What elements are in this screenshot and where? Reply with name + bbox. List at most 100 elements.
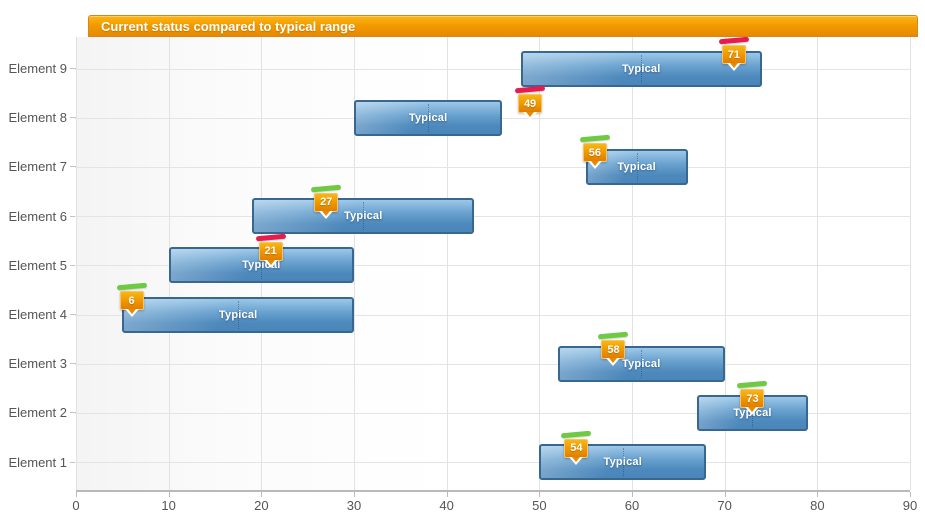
y-axis-tick (70, 68, 76, 70)
x-axis-tick-label: 30 (346, 498, 362, 513)
marker-pointer-inner-icon (572, 456, 581, 462)
row-center-gridline (75, 363, 910, 365)
x-axis-tick-label: 0 (72, 498, 80, 513)
x-axis-tick-label: 70 (717, 498, 732, 513)
y-axis-label: Element 6 (8, 208, 67, 224)
x-axis-tick (261, 492, 263, 497)
y-axis-tick (70, 363, 76, 365)
typical-range-bar[interactable]: Typical (252, 198, 475, 235)
marker-value-text: 58 (607, 343, 620, 356)
marker-value-text: 54 (570, 442, 583, 455)
typical-range-label: Typical (408, 111, 448, 124)
marker-value-badge[interactable]: 71 (721, 45, 746, 64)
marker-pointer-inner-icon (526, 112, 535, 118)
chart-row: Typical 21 (75, 233, 910, 290)
typical-range-bar[interactable]: Typical (585, 148, 688, 185)
row-center-gridline (75, 216, 910, 218)
marker-value-text: 21 (264, 245, 277, 258)
marker-value-badge[interactable]: 49 (518, 94, 543, 114)
plot-area: Typical 71 Typical 49 Typical 56 Typical 27 Typi… (75, 36, 911, 492)
y-axis-label: Element 9 (8, 61, 67, 77)
vertical-gridline (817, 37, 819, 490)
range-midpoint-dotted-line (622, 448, 624, 477)
vertical-gridline (910, 37, 911, 490)
typical-range-bar[interactable]: Typical (353, 99, 503, 136)
typical-range-bar[interactable]: Typical (557, 345, 725, 382)
x-axis-tick (168, 492, 170, 497)
range-midpoint-dotted-line (641, 54, 643, 83)
row-center-gridline (75, 265, 910, 267)
chart-row: Typical 6 (75, 282, 910, 339)
x-axis-tick-label: 40 (439, 498, 454, 513)
marker-status-line-green-icon (737, 381, 768, 389)
y-axis-label-row: Element 5 (0, 241, 76, 290)
y-axis-label: Element 2 (8, 405, 67, 421)
y-axis-label-row: Element 6 (0, 192, 76, 241)
vertical-gridline (76, 37, 77, 490)
y-axis-tick (70, 412, 76, 414)
chart-row: Typical 27 (75, 184, 910, 241)
marker-status-line-red-icon (718, 36, 750, 45)
y-axis-tick (70, 117, 76, 119)
typical-range-label: Typical (617, 160, 656, 173)
marker-value-text: 56 (588, 146, 602, 159)
y-axis-tick (70, 166, 76, 168)
chart-title: Current status compared to typical range (101, 18, 356, 34)
y-axis-label-row: Element 1 (0, 438, 76, 487)
x-axis-tick (539, 492, 541, 497)
row-center-gridline (75, 68, 910, 70)
range-midpoint-dotted-line (363, 202, 365, 231)
chart-row: Typical 56 (75, 135, 910, 191)
y-axis-tick (70, 461, 76, 463)
vertical-gridline (724, 37, 726, 490)
marker-value-badge[interactable]: 58 (601, 340, 626, 360)
y-axis-label: Element 7 (8, 159, 67, 175)
y-axis-label-row: Element 8 (0, 93, 76, 142)
marker-pointer-inner-icon (729, 63, 738, 68)
x-axis-tick (631, 492, 633, 497)
row-center-gridline (75, 314, 910, 316)
typical-range-label: Typical (603, 456, 642, 469)
marker-value-badge[interactable]: 73 (740, 389, 765, 409)
typical-range-label: Typical (344, 210, 383, 223)
marker-value-text: 73 (746, 392, 759, 405)
x-axis-tick (353, 492, 355, 497)
marker-pointer-inner-icon (322, 210, 331, 216)
row-center-gridline (75, 166, 910, 168)
vertical-gridline (631, 37, 633, 490)
marker-pointer-inner-icon (748, 407, 757, 413)
marker-value-badge[interactable]: 21 (258, 241, 283, 261)
x-axis-tick-label: 20 (254, 498, 269, 513)
y-axis-tick (70, 264, 76, 266)
range-midpoint-dotted-line (636, 152, 638, 181)
range-midpoint-dotted-line (428, 103, 430, 132)
marker-value-text: 49 (523, 97, 537, 110)
marker-value-badge[interactable]: 56 (582, 143, 607, 163)
range-midpoint-dotted-line (238, 300, 240, 329)
vertical-gridline (446, 37, 448, 490)
y-axis-label: Element 1 (8, 454, 67, 470)
chart-row: Typical 58 (75, 331, 910, 388)
chart-row: Typical 73 (75, 381, 910, 437)
marker-value-badge[interactable]: 27 (314, 192, 339, 212)
range-midpoint-dotted-line (641, 349, 643, 378)
typical-range-bar[interactable]: Typical (520, 50, 762, 87)
y-axis-tick (70, 314, 76, 316)
x-axis-tick (724, 492, 726, 497)
vertical-gridline (353, 37, 355, 490)
marker-pointer-inner-icon (127, 309, 136, 314)
vertical-gridline (539, 37, 541, 490)
chart-row: Typical 71 (75, 36, 910, 93)
marker-pointer-inner-icon (266, 259, 275, 265)
marker-value-text: 71 (727, 48, 741, 61)
y-axis-tick (70, 215, 76, 217)
chart-row: Typical 54 (75, 430, 910, 487)
marker-value-badge[interactable]: 6 (119, 291, 144, 310)
chart-row: Typical 49 (75, 85, 910, 142)
row-center-gridline (75, 412, 910, 414)
x-axis-tick (446, 492, 448, 497)
y-axis-label: Element 3 (8, 356, 67, 372)
typical-range-bar[interactable]: Typical (122, 296, 354, 333)
marker-value-badge[interactable]: 54 (564, 438, 589, 458)
